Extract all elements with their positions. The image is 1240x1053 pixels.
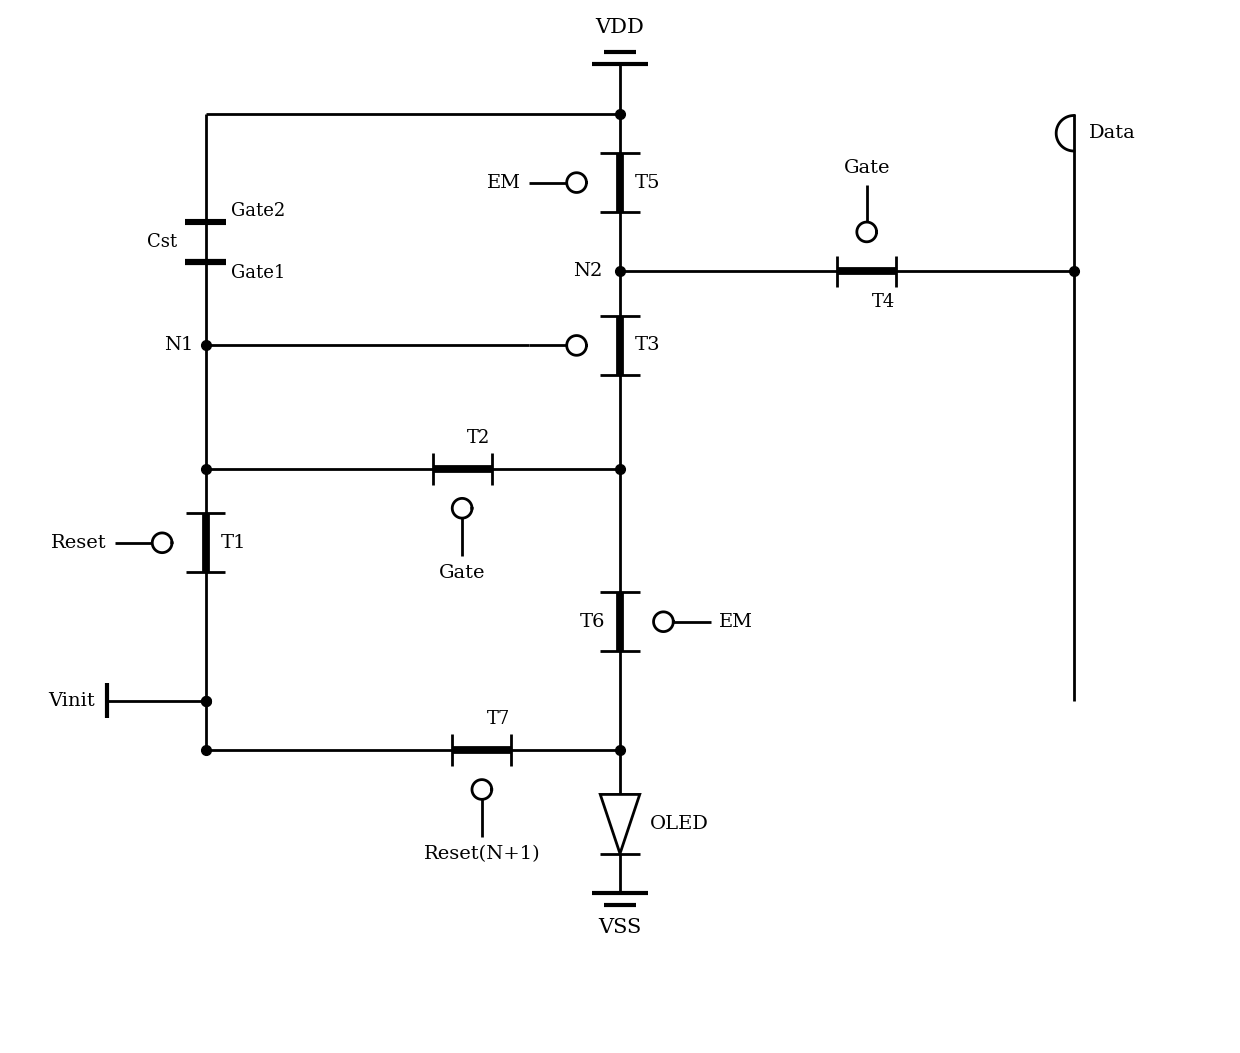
Polygon shape: [567, 336, 587, 355]
Text: Gate2: Gate2: [231, 202, 285, 220]
Polygon shape: [653, 612, 673, 632]
Text: Gate1: Gate1: [231, 263, 285, 281]
Text: Reset(N+1): Reset(N+1): [424, 845, 541, 862]
Text: T3: T3: [635, 336, 661, 355]
Polygon shape: [453, 498, 472, 518]
Text: Vinit: Vinit: [48, 692, 95, 710]
Text: Reset: Reset: [51, 534, 107, 552]
Text: Data: Data: [1089, 124, 1136, 142]
Text: T2: T2: [467, 429, 490, 448]
Text: T6: T6: [579, 613, 605, 631]
Polygon shape: [153, 533, 172, 553]
Polygon shape: [472, 779, 492, 799]
Text: N2: N2: [573, 262, 603, 280]
Text: T1: T1: [221, 534, 246, 552]
Polygon shape: [857, 222, 877, 242]
Text: T4: T4: [872, 293, 895, 311]
Text: EM: EM: [487, 174, 521, 192]
Text: T5: T5: [635, 174, 661, 192]
Text: VSS: VSS: [599, 918, 641, 937]
Text: N1: N1: [165, 336, 193, 355]
Text: Gate: Gate: [439, 563, 485, 581]
Text: Gate: Gate: [843, 159, 890, 177]
Text: Cst: Cst: [146, 233, 177, 251]
Polygon shape: [567, 173, 587, 193]
Text: OLED: OLED: [650, 815, 708, 833]
Text: VDD: VDD: [595, 18, 645, 37]
Text: T7: T7: [487, 711, 510, 729]
Text: EM: EM: [719, 613, 753, 631]
